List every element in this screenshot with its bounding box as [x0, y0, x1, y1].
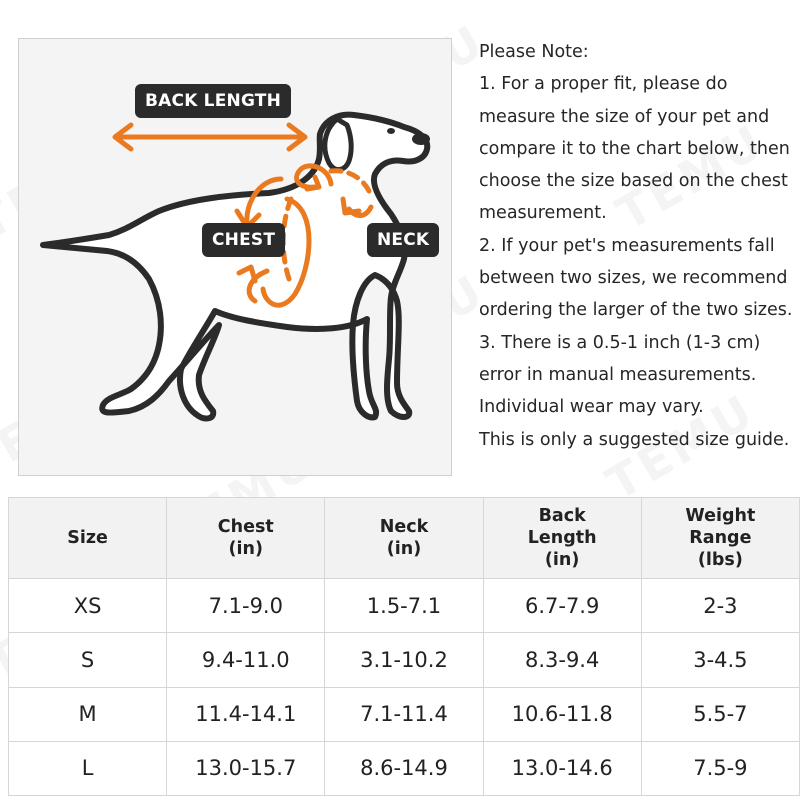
- header-text: Range: [689, 528, 752, 548]
- neck-label: NECK: [367, 223, 440, 257]
- cell-weight: 5.5-7: [640, 686, 800, 742]
- cell-weight: 7.5-9: [640, 740, 800, 797]
- note-line: 2. If your pet's measurements fall: [479, 235, 775, 256]
- note-line: between two sizes, we recommend: [479, 268, 788, 289]
- cell-back-length: 8.3-9.4: [482, 632, 642, 688]
- note-line: 1. For a proper fit, please do: [479, 74, 728, 95]
- cell-size: L: [7, 740, 168, 797]
- cell-back-length: 6.7-7.9: [482, 577, 642, 634]
- neck-measure-arrow: [294, 163, 374, 218]
- cell-chest: 9.4-11.0: [166, 632, 326, 688]
- header-text: Weight: [685, 506, 756, 526]
- cell-back-length: 10.6-11.8: [482, 686, 642, 742]
- table-row: XS 7.1-9.0 1.5-7.1 6.7-7.9 2-3: [7, 577, 800, 634]
- cell-neck: 8.6-14.9: [324, 740, 484, 797]
- back-length-arrow: [112, 122, 308, 152]
- dog-eye: [387, 128, 395, 134]
- cell-chest: 11.4-14.1: [166, 686, 326, 742]
- measurement-diagram: BACK LENGTH CHEST NECK: [18, 38, 452, 476]
- header-unit: (in): [228, 539, 263, 559]
- cell-back-length: 13.0-14.6: [482, 740, 642, 797]
- table-row: M 11.4-14.1 7.1-11.4 10.6-11.8 5.5-7: [7, 686, 800, 742]
- header-text: Neck: [379, 517, 429, 537]
- cell-weight: 3-4.5: [640, 632, 800, 688]
- size-chart-table: Size Chest (in) Neck (in) Back Length (i…: [7, 497, 800, 797]
- table-row: S 9.4-11.0 3.1-10.2 8.3-9.4 3-4.5: [7, 632, 800, 688]
- cell-neck: 7.1-11.4: [324, 686, 484, 742]
- header-text: Back: [538, 506, 586, 526]
- size-guide-notes: Please Note: 1. For a proper fit, please…: [479, 36, 799, 456]
- note-line: error in manual measurements.: [479, 364, 757, 385]
- header-unit: (lbs): [697, 550, 743, 570]
- header-unit: (in): [386, 539, 422, 559]
- note-line: This is only a suggested size guide.: [479, 429, 790, 450]
- header-weight-range: Weight Range (lbs): [640, 497, 800, 579]
- header-text: Size: [67, 528, 108, 548]
- header-back-length: Back Length (in): [482, 497, 642, 579]
- note-line: Individual wear may vary.: [479, 397, 704, 418]
- notes-heading: Please Note:: [479, 42, 589, 62]
- header-neck: Neck (in): [324, 497, 484, 579]
- table-header-row: Size Chest (in) Neck (in) Back Length (i…: [7, 497, 800, 579]
- cell-neck: 3.1-10.2: [324, 632, 484, 688]
- cell-chest: 7.1-9.0: [166, 577, 326, 634]
- note-line: ordering the larger of the two sizes.: [479, 300, 793, 321]
- dog-outline: [40, 111, 431, 422]
- header-chest: Chest (in): [166, 497, 326, 579]
- cell-weight: 2-3: [640, 577, 800, 634]
- cell-size: M: [7, 686, 168, 742]
- note-line: measurement.: [479, 203, 607, 224]
- dog-nose: [412, 133, 430, 145]
- note-line: 3. There is a 0.5-1 inch (1-3 cm): [479, 332, 761, 353]
- note-line: choose the size based on the chest: [479, 171, 788, 192]
- header-size: Size: [7, 497, 168, 579]
- header-text: Length: [527, 528, 597, 548]
- table-row: L 13.0-15.7 8.6-14.9 13.0-14.6 7.5-9: [7, 740, 800, 797]
- cell-neck: 1.5-7.1: [324, 577, 484, 634]
- cell-size: S: [7, 632, 168, 688]
- note-line: measure the size of your pet and: [479, 106, 770, 127]
- header-text: Chest: [217, 517, 274, 537]
- dog-ear: [322, 116, 354, 172]
- back-length-label: BACK LENGTH: [135, 84, 292, 118]
- note-line: compare it to the chart below, then: [479, 138, 790, 159]
- header-unit: (in): [544, 550, 580, 570]
- cell-size: XS: [7, 577, 168, 634]
- chest-label: CHEST: [202, 223, 286, 257]
- cell-chest: 13.0-15.7: [166, 740, 326, 797]
